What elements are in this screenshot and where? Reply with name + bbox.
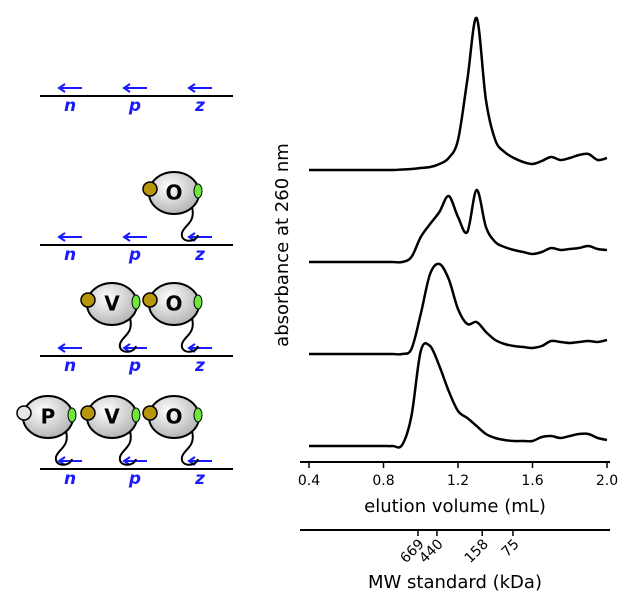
site-label: z bbox=[194, 245, 205, 265]
site-label: p bbox=[128, 469, 141, 489]
domain-n bbox=[142, 292, 158, 308]
site-label: z bbox=[194, 96, 205, 116]
site-label: n bbox=[64, 469, 76, 489]
linker bbox=[118, 430, 137, 466]
linker bbox=[180, 206, 199, 242]
x-tick-label: 1.2 bbox=[447, 473, 469, 489]
domain-n bbox=[142, 405, 158, 421]
trace bbox=[309, 188, 608, 264]
x-tick-label: 2.0 bbox=[596, 473, 618, 489]
domain-n bbox=[142, 181, 158, 197]
site-label: p bbox=[128, 96, 141, 116]
protein-label: V bbox=[104, 405, 120, 429]
site-arrow bbox=[57, 232, 82, 242]
x-tick-label: 0.4 bbox=[298, 473, 320, 489]
site-label: n bbox=[64, 356, 76, 376]
site-label: p bbox=[128, 245, 141, 265]
x-tick-label: 0.8 bbox=[372, 473, 394, 489]
domain-c bbox=[193, 183, 203, 199]
site-arrow bbox=[57, 83, 82, 93]
x-tick-label: 1.6 bbox=[521, 473, 543, 489]
linker bbox=[180, 317, 199, 353]
site-label: n bbox=[64, 96, 76, 116]
domain-c bbox=[131, 407, 141, 423]
site-arrow bbox=[57, 343, 82, 353]
domain-c bbox=[131, 294, 141, 310]
trace bbox=[309, 16, 608, 172]
linker bbox=[54, 430, 73, 466]
domain-n bbox=[16, 405, 32, 421]
protein-label: O bbox=[165, 181, 182, 205]
linker bbox=[118, 317, 137, 353]
site-label: n bbox=[64, 245, 76, 265]
protein-label: P bbox=[41, 405, 56, 429]
domain-c bbox=[193, 407, 203, 423]
site-label: z bbox=[194, 469, 205, 489]
x2-tick-label: 440 bbox=[416, 536, 446, 566]
trace bbox=[308, 262, 608, 356]
site-label: z bbox=[194, 356, 205, 376]
site-arrow bbox=[187, 83, 212, 93]
linker bbox=[180, 430, 199, 466]
site-label: p bbox=[128, 356, 141, 376]
protein-label: V bbox=[104, 292, 120, 316]
site-arrow bbox=[122, 232, 147, 242]
site-arrow bbox=[122, 83, 147, 93]
domain-n bbox=[80, 405, 96, 421]
domain-c bbox=[193, 294, 203, 310]
trace bbox=[308, 341, 608, 449]
domain-n bbox=[80, 292, 96, 308]
y-axis-label: absorbance at 260 nm bbox=[272, 143, 293, 347]
domain-c bbox=[67, 407, 77, 423]
x2-tick-label: 158 bbox=[462, 536, 492, 566]
protein-label: O bbox=[165, 292, 182, 316]
x2-axis-label: MW standard (kDa) bbox=[368, 572, 542, 593]
protein-label: O bbox=[165, 405, 182, 429]
x2-tick-label: 75 bbox=[499, 536, 523, 560]
x-axis-label: elution volume (mL) bbox=[364, 496, 546, 517]
